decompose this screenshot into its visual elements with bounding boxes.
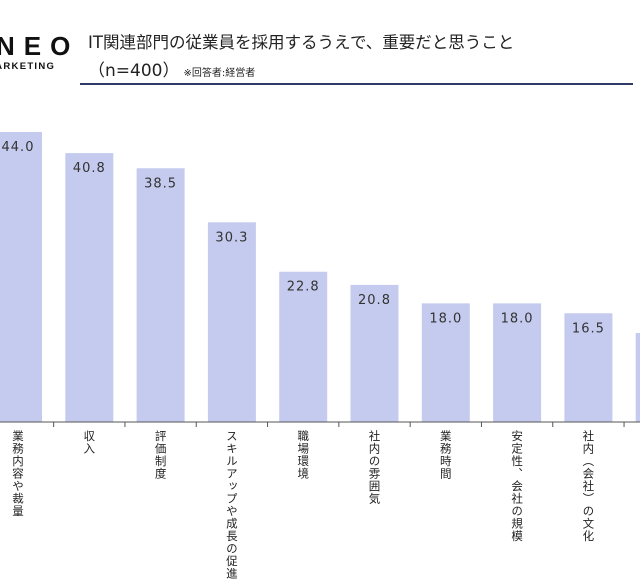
bar — [564, 313, 613, 422]
data-label: 40.8 — [73, 161, 106, 176]
sample-size: （n=400） — [88, 61, 180, 81]
data-label: 38.5 — [144, 176, 177, 191]
chart-subtitle: （n=400） ※回答者:経営者 — [88, 56, 255, 81]
data-label: 18.0 — [429, 311, 462, 326]
category-label: 収入 — [82, 430, 97, 455]
category-label: 業務時間 — [438, 430, 453, 480]
data-label: 18.0 — [501, 311, 534, 326]
bar — [493, 303, 542, 422]
respondent-note: ※回答者:経営者 — [183, 68, 256, 79]
category-label: 業務内容や裁量 — [11, 430, 25, 518]
bar — [350, 284, 399, 422]
data-label: 44.0 — [2, 140, 35, 155]
data-label: 16.5 — [572, 321, 605, 336]
bar — [0, 132, 42, 422]
category-label: 評価制度 — [153, 430, 168, 480]
category-label: 安定性、会社の規模 — [510, 430, 525, 543]
title-rule — [80, 83, 633, 85]
bar — [279, 271, 328, 422]
bar — [136, 168, 185, 422]
category-label: 職場環境 — [296, 430, 311, 480]
bar — [635, 333, 640, 422]
bar — [207, 222, 256, 422]
category-label: 社内の雰囲気 — [367, 430, 382, 505]
logo: NEO — [0, 31, 80, 61]
category-label: 社内（会社）の文化 — [581, 430, 596, 543]
category-label: スキルアップや成長の促進 — [224, 430, 239, 580]
data-label: 20.8 — [358, 293, 391, 308]
data-label: 30.3 — [215, 230, 248, 245]
logo-subtitle: MARKETING — [0, 61, 56, 72]
bar — [421, 303, 470, 422]
data-label: 22.8 — [287, 280, 320, 295]
bar — [65, 153, 114, 422]
chart-title: IT関連部門の従業員を採用するうえで、重要だと思うこと — [88, 33, 515, 52]
